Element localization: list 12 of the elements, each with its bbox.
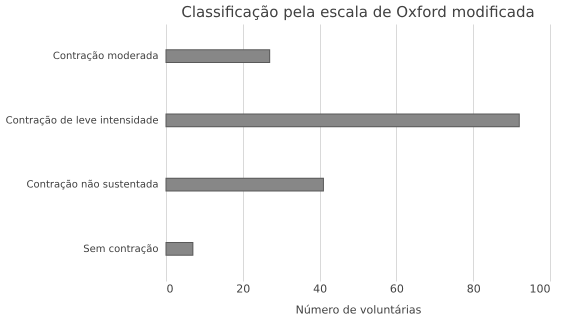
x-tick-label: 100 [530, 282, 550, 296]
x-axis-title: Número de voluntárias [296, 304, 422, 316]
x-tick-label: 0 [166, 282, 174, 296]
y-tick-label: Sem contração [83, 244, 158, 255]
y-tick-label: Contração de leve intensidade [6, 115, 158, 126]
x-tick-label: 60 [390, 282, 404, 296]
y-tick-label: Contração não sustentada [26, 180, 158, 191]
y-tick-label: Contração moderada [52, 51, 158, 62]
x-tick-label: 20 [236, 282, 250, 296]
chart-title: Classificação pela escala de Oxford modificada [181, 3, 535, 21]
x-tick-label: 40 [313, 282, 328, 296]
x-tick-label: 80 [466, 282, 481, 296]
